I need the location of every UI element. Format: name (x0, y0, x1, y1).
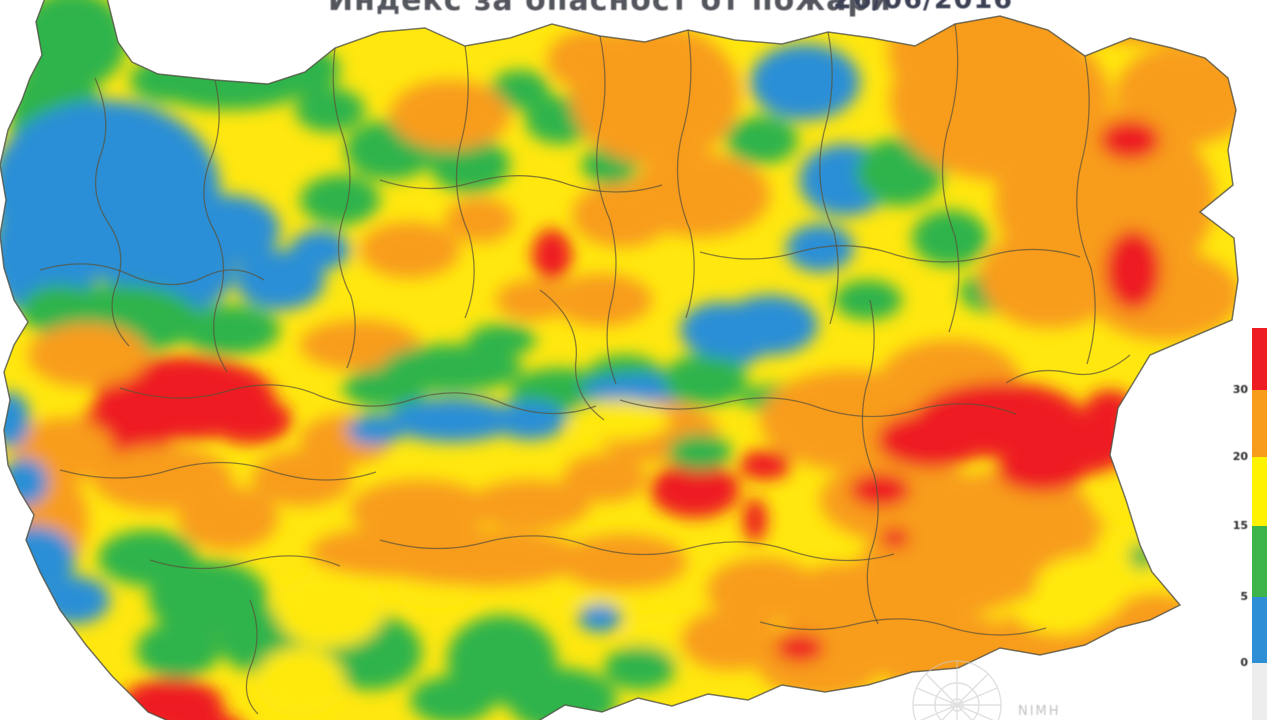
map-blob (1100, 120, 1160, 160)
district-border (203, 79, 228, 373)
map-blob (739, 450, 791, 480)
map-blob (668, 434, 732, 470)
map-blob (850, 473, 910, 507)
map-blob (1085, 390, 1135, 426)
map-blob (877, 412, 987, 468)
district-borders-layer (39, 23, 1131, 715)
map-blob (572, 183, 672, 247)
district-border (39, 263, 265, 286)
district-border (619, 397, 1017, 418)
map-blob (387, 398, 517, 442)
map-blob (1055, 0, 1225, 44)
map-blob (912, 210, 988, 266)
map-blob (0, 392, 30, 448)
district-border (819, 31, 839, 325)
map-blob (604, 646, 676, 690)
district-border (941, 23, 960, 333)
map-blob (570, 400, 670, 440)
map-blob (578, 604, 622, 632)
map-blob (557, 534, 687, 590)
map-blob (650, 462, 740, 518)
map-blob (347, 414, 403, 446)
district-border (596, 35, 617, 385)
map-blob (20, 120, 100, 200)
map-blob (136, 622, 220, 678)
map-blob (834, 280, 902, 320)
district-border (332, 47, 356, 369)
map-blob (726, 116, 798, 164)
map-blob (547, 30, 637, 90)
country-outline (0, 0, 1239, 720)
map-blob (38, 576, 110, 624)
map-blob (776, 634, 824, 662)
map-blob (870, 0, 1130, 48)
district-border (455, 45, 475, 319)
district-border (59, 461, 377, 481)
compass-rose-icon (912, 660, 1002, 720)
map-blob (350, 480, 490, 540)
map-blob (786, 224, 854, 272)
map-blob (743, 498, 767, 542)
map-blob (750, 44, 860, 120)
map-blob (470, 480, 590, 530)
map-blob (496, 280, 568, 320)
district-border (1005, 354, 1131, 384)
district-border (699, 245, 1081, 263)
district-border (759, 618, 1047, 636)
map-blob (490, 70, 550, 110)
map-blob (130, 58, 200, 102)
map-blob (178, 486, 278, 550)
map-blob (20, 285, 100, 335)
map-blob (255, 647, 345, 717)
map-blob (680, 610, 780, 670)
map-blob (707, 558, 817, 622)
district-border (245, 599, 259, 715)
map-blob (1130, 543, 1154, 569)
map-blob (310, 528, 460, 576)
map-blob (28, 323, 148, 387)
map-blob (881, 528, 909, 548)
district-border (149, 555, 341, 570)
map-blob (997, 448, 1087, 492)
map-blob (290, 230, 350, 270)
institute-watermark: NIMH (1018, 704, 1061, 719)
map-blob (180, 305, 280, 355)
district-border (94, 77, 130, 347)
map-blob (208, 396, 292, 444)
map-blob (663, 354, 747, 406)
map-blob (120, 678, 224, 720)
map-blob (563, 454, 647, 502)
map-blob (1015, 590, 1105, 634)
map-blob (1105, 230, 1161, 310)
map-blob (260, 45, 340, 95)
map-blob (275, 572, 385, 648)
map-blob (494, 400, 566, 440)
map-blob (468, 324, 536, 356)
map-blob (430, 137, 510, 193)
district-border (539, 289, 605, 421)
map-blob (360, 222, 460, 278)
map-blob (445, 198, 515, 242)
district-border (119, 384, 597, 415)
map-blob (300, 175, 380, 225)
map-blob (980, 228, 1120, 328)
map-blob (180, 195, 280, 265)
map-blob (410, 676, 494, 720)
district-border (1076, 55, 1096, 365)
district-border (861, 299, 879, 625)
map-blob (343, 368, 427, 408)
map-blob (295, 88, 365, 132)
district-border (676, 29, 695, 319)
district-border (379, 175, 663, 193)
map-blob (680, 302, 764, 358)
map-blob (532, 229, 572, 281)
map-blob (552, 274, 652, 326)
district-border (379, 535, 895, 562)
map-blob (390, 80, 510, 150)
